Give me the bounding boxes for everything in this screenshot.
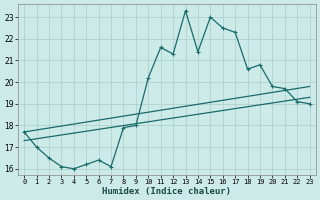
- X-axis label: Humidex (Indice chaleur): Humidex (Indice chaleur): [102, 187, 231, 196]
